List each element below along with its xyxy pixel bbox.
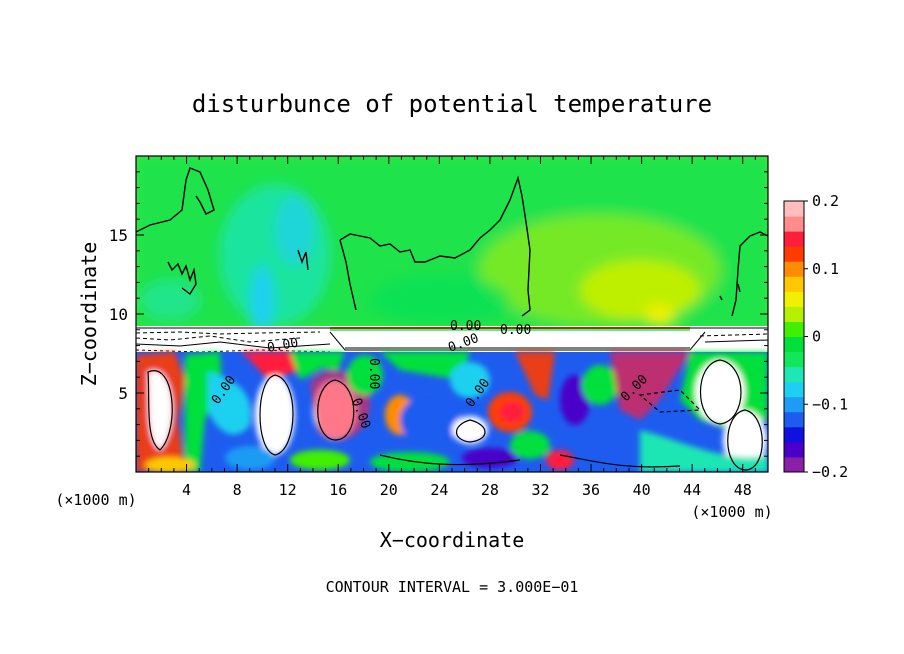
contour-interval-note: CONTOUR INTERVAL = 3.000E−01 — [326, 578, 579, 596]
colorbar-swatch — [784, 291, 804, 307]
x-tick-label: 8 — [233, 481, 242, 499]
x-axis-label: X−coordinate — [380, 528, 525, 552]
axis-ticks — [136, 156, 768, 472]
x-tick-label: 4 — [182, 481, 191, 499]
y-tick-label: 5 — [118, 384, 128, 403]
colorbar-tick-label: 0 — [812, 328, 821, 346]
colorbar-tick-label: −0.2 — [812, 463, 848, 481]
colorbar-swatch — [784, 321, 804, 337]
chart-title: disturbunce of potential temperature — [192, 90, 712, 118]
colorbar-swatch — [784, 216, 804, 232]
x-tick-label: 24 — [430, 481, 448, 499]
colorbar: 0.2 0.1 0 −0.1 −0.2 — [783, 192, 848, 481]
contour-label: 0.00 — [450, 319, 481, 334]
upper-layer-anomalies — [136, 156, 768, 335]
transition-band — [136, 326, 768, 354]
colorbar-swatch — [784, 441, 804, 458]
x-tick-label: 20 — [380, 481, 398, 499]
colorbar-tick-label: −0.1 — [812, 395, 848, 413]
colorbar-swatch — [784, 411, 804, 428]
colorbar-swatch — [784, 246, 804, 262]
colorbar-swatch — [784, 231, 804, 247]
x-tick-label: 12 — [279, 481, 297, 499]
upper-contours — [136, 167, 768, 317]
lower-layer-field — [136, 352, 768, 472]
contour-label: 0.00 — [266, 336, 299, 356]
contour-label: 0.00 — [500, 323, 531, 338]
colorbar-swatch — [784, 276, 804, 292]
x-tick-label: 28 — [481, 481, 499, 499]
colorbar-tick-label: 0.2 — [812, 192, 839, 210]
x-unit-left: (×1000 m) — [55, 491, 136, 509]
contour-label: 0.00 — [366, 358, 381, 389]
colorbar-swatch — [784, 426, 804, 443]
y-tick-label: 15 — [109, 226, 128, 245]
x-tick-label: 44 — [683, 481, 701, 499]
colorbar-tick-label: 0.1 — [812, 260, 839, 278]
colorbar-swatch — [784, 201, 804, 217]
colorbar-swatch — [784, 351, 804, 368]
x-tick-label: 36 — [582, 481, 600, 499]
colorbar-swatch — [784, 366, 804, 383]
plot-area: 0.00 0.00 0.00 0.00 0.00 0.00 0.00 0.00 … — [136, 156, 768, 472]
y-tick-label: 10 — [109, 305, 128, 324]
y-axis-label: Z−coordinate — [77, 242, 101, 387]
colorbar-swatch — [784, 261, 804, 277]
x-unit-right: (×1000 m) — [691, 503, 772, 521]
x-tick-label: 48 — [734, 481, 752, 499]
colorbar-swatch — [784, 456, 804, 473]
colorbar-swatch — [784, 381, 804, 398]
colorbar-swatch — [784, 336, 804, 353]
colorbar-swatch — [784, 396, 804, 413]
x-tick-label: 16 — [329, 481, 347, 499]
transition-contours — [136, 327, 768, 353]
x-tick-label: 40 — [633, 481, 651, 499]
lower-contours — [147, 359, 763, 471]
x-tick-label: 32 — [531, 481, 549, 499]
colorbar-swatch — [784, 306, 804, 322]
